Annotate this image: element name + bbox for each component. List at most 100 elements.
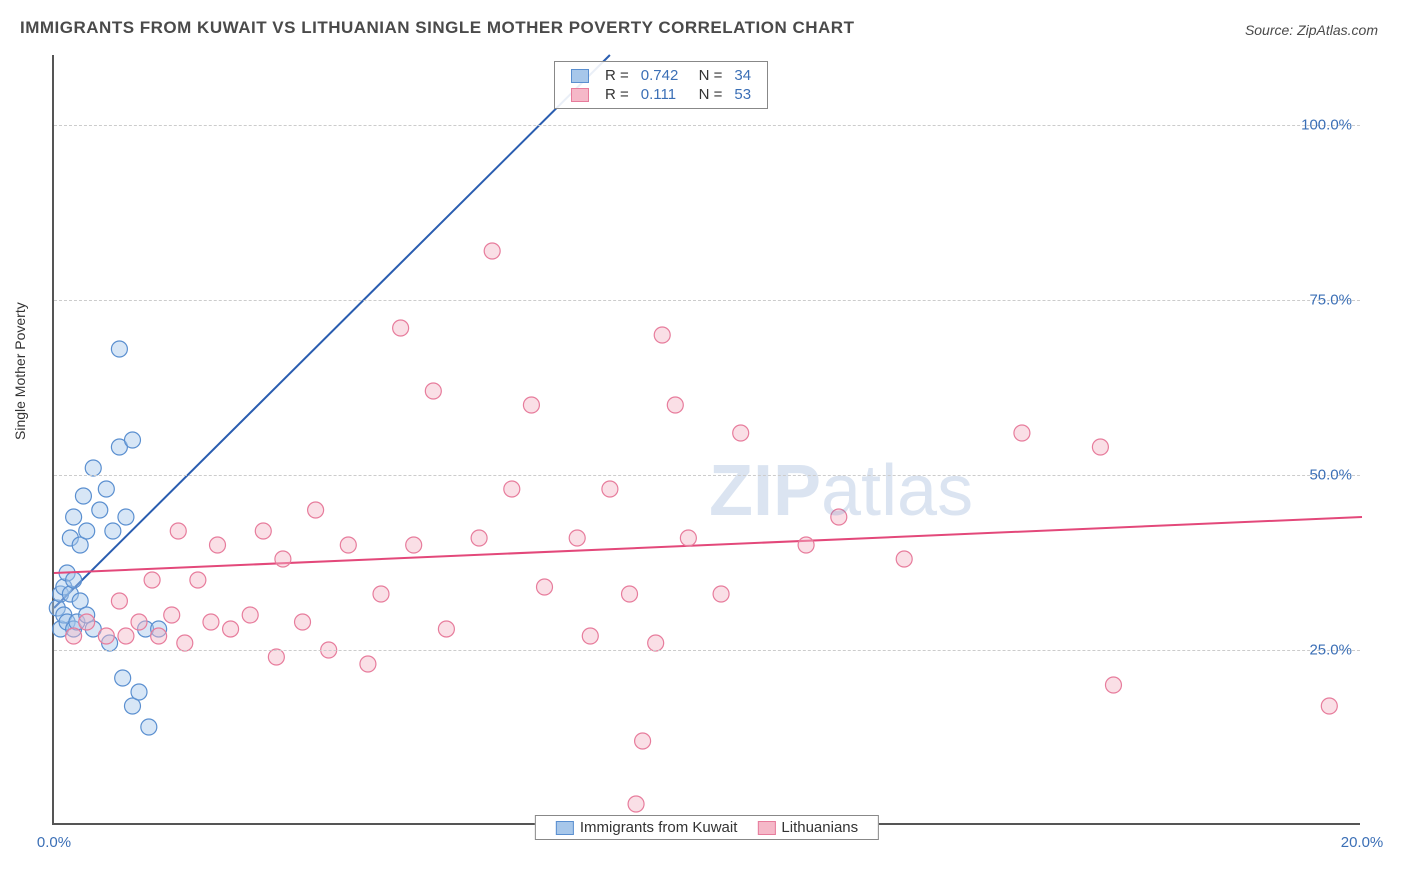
data-point (680, 530, 696, 546)
series-legend: Immigrants from Kuwait Lithuanians (535, 815, 879, 840)
legend-r-label: R = (599, 66, 635, 85)
y-tick-label: 75.0% (1309, 292, 1362, 309)
data-point (105, 523, 121, 539)
data-point (1321, 698, 1337, 714)
data-point (79, 523, 95, 539)
data-point (438, 621, 454, 637)
data-point (360, 656, 376, 672)
data-point (275, 551, 291, 567)
plot-area: ZIPatlas R =0.742 N =34R =0.111 N =53 Im… (52, 55, 1360, 825)
data-point (648, 635, 664, 651)
gridline (54, 125, 1360, 126)
data-point (628, 796, 644, 812)
data-point (295, 614, 311, 630)
gridline (54, 650, 1360, 651)
data-point (896, 551, 912, 567)
data-point (523, 397, 539, 413)
data-point (85, 460, 101, 476)
data-point (111, 593, 127, 609)
data-point (393, 320, 409, 336)
data-point (635, 733, 651, 749)
data-point (66, 628, 82, 644)
data-point (798, 537, 814, 553)
legend-n-label: N = (684, 66, 728, 85)
data-point (223, 621, 239, 637)
legend-n-label: N = (684, 85, 728, 104)
legend-r-value: 0.742 (635, 66, 685, 85)
data-point (242, 607, 258, 623)
data-point (98, 628, 114, 644)
data-point (124, 432, 140, 448)
chart-title: IMMIGRANTS FROM KUWAIT VS LITHUANIAN SIN… (20, 18, 854, 38)
data-point (66, 572, 82, 588)
data-point (131, 684, 147, 700)
data-point (131, 614, 147, 630)
data-point (602, 481, 618, 497)
data-point (733, 425, 749, 441)
legend-r-label: R = (599, 85, 635, 104)
data-point (582, 628, 598, 644)
data-point (144, 572, 160, 588)
data-point (308, 502, 324, 518)
data-point (373, 586, 389, 602)
gridline (54, 475, 1360, 476)
legend-r-value: 0.111 (635, 85, 685, 104)
data-point (66, 509, 82, 525)
legend-n-value: 53 (728, 85, 757, 104)
legend-swatch (571, 88, 589, 102)
correlation-legend: R =0.742 N =34 R =0.111 N =53 (554, 61, 768, 109)
data-point (1092, 439, 1108, 455)
trend-line (54, 517, 1362, 573)
data-point (406, 537, 422, 553)
data-point (1014, 425, 1030, 441)
data-point (504, 481, 520, 497)
gridline (54, 300, 1360, 301)
data-point (79, 614, 95, 630)
data-point (203, 614, 219, 630)
data-point (713, 586, 729, 602)
data-point (667, 397, 683, 413)
x-tick-label: 0.0% (37, 834, 71, 851)
data-point (831, 509, 847, 525)
source-label: Source: ZipAtlas.com (1245, 22, 1378, 38)
legend-n-value: 34 (728, 66, 757, 85)
y-axis-label: Single Mother Poverty (12, 302, 28, 440)
legend-swatch (757, 821, 775, 835)
data-point (340, 537, 356, 553)
legend-swatch (556, 821, 574, 835)
legend-swatch (571, 69, 589, 83)
data-point (177, 635, 193, 651)
data-point (115, 670, 131, 686)
data-point (92, 502, 108, 518)
data-point (151, 628, 167, 644)
legend-item: Lithuanians (757, 819, 858, 836)
data-point (141, 719, 157, 735)
data-point (255, 523, 271, 539)
chart-svg (54, 55, 1360, 823)
trend-line (54, 55, 610, 608)
data-point (98, 481, 114, 497)
data-point (118, 509, 134, 525)
legend-series-name: Lithuanians (781, 819, 858, 836)
data-point (75, 488, 91, 504)
data-point (569, 530, 585, 546)
data-point (268, 649, 284, 665)
data-point (622, 586, 638, 602)
data-point (425, 383, 441, 399)
data-point (170, 523, 186, 539)
data-point (1105, 677, 1121, 693)
legend-item: Immigrants from Kuwait (556, 819, 738, 836)
legend-series-name: Immigrants from Kuwait (580, 819, 738, 836)
data-point (164, 607, 180, 623)
data-point (118, 628, 134, 644)
y-tick-label: 100.0% (1301, 117, 1362, 134)
data-point (471, 530, 487, 546)
data-point (111, 341, 127, 357)
data-point (484, 243, 500, 259)
data-point (537, 579, 553, 595)
data-point (654, 327, 670, 343)
y-tick-label: 25.0% (1309, 642, 1362, 659)
x-tick-label: 20.0% (1341, 834, 1384, 851)
data-point (210, 537, 226, 553)
y-tick-label: 50.0% (1309, 467, 1362, 484)
